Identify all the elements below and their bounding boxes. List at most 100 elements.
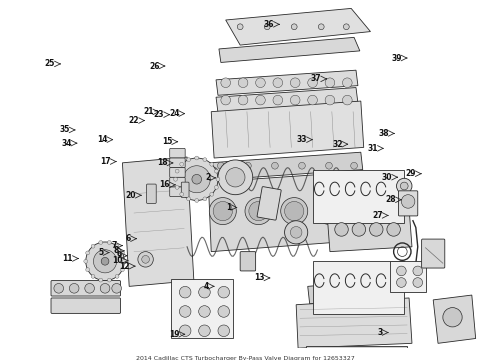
FancyBboxPatch shape	[240, 252, 256, 271]
Circle shape	[343, 78, 352, 87]
Circle shape	[54, 283, 64, 293]
Circle shape	[138, 252, 153, 267]
Text: 19: 19	[169, 330, 179, 339]
Text: 21: 21	[143, 107, 153, 116]
Text: 34: 34	[61, 139, 72, 148]
Circle shape	[396, 178, 412, 194]
Text: 23: 23	[154, 110, 164, 119]
Text: 37: 37	[311, 75, 321, 84]
Circle shape	[285, 221, 308, 244]
Text: 35: 35	[59, 125, 70, 134]
Circle shape	[216, 177, 220, 181]
Text: 2014 Cadillac CTS Turbocharger By-Pass Valve Diagram for 12653327: 2014 Cadillac CTS Turbocharger By-Pass V…	[136, 356, 354, 360]
Circle shape	[281, 198, 308, 225]
Circle shape	[245, 198, 272, 225]
Circle shape	[221, 78, 230, 87]
Circle shape	[100, 283, 110, 293]
Circle shape	[91, 244, 95, 248]
Circle shape	[210, 162, 214, 166]
Circle shape	[238, 95, 248, 105]
Text: 16: 16	[160, 180, 170, 189]
Circle shape	[213, 202, 232, 221]
Circle shape	[179, 306, 191, 317]
Circle shape	[320, 202, 340, 221]
Circle shape	[86, 251, 90, 255]
Circle shape	[210, 192, 214, 196]
Text: 27: 27	[372, 211, 383, 220]
FancyBboxPatch shape	[398, 191, 418, 216]
Text: 20: 20	[125, 191, 136, 200]
Circle shape	[121, 251, 124, 255]
Bar	[313, 170, 404, 223]
Circle shape	[203, 197, 207, 201]
Circle shape	[122, 259, 126, 263]
Circle shape	[396, 266, 406, 276]
Circle shape	[343, 95, 352, 105]
Circle shape	[396, 278, 406, 287]
Circle shape	[387, 223, 400, 236]
Circle shape	[369, 223, 383, 236]
Circle shape	[107, 278, 111, 282]
Circle shape	[218, 306, 229, 317]
Circle shape	[401, 195, 415, 208]
Circle shape	[198, 286, 210, 298]
Circle shape	[317, 198, 343, 225]
Circle shape	[291, 78, 300, 87]
Text: 38: 38	[378, 129, 389, 138]
Circle shape	[273, 78, 283, 87]
Circle shape	[291, 226, 302, 238]
Circle shape	[215, 185, 218, 189]
Circle shape	[179, 325, 191, 337]
Bar	[313, 261, 404, 314]
Polygon shape	[327, 208, 412, 252]
Circle shape	[175, 185, 179, 189]
FancyBboxPatch shape	[51, 280, 121, 296]
Circle shape	[101, 257, 109, 265]
Circle shape	[273, 95, 283, 105]
Text: 25: 25	[45, 59, 55, 68]
Circle shape	[86, 268, 90, 271]
Circle shape	[285, 202, 304, 221]
Circle shape	[86, 242, 124, 280]
Bar	[390, 261, 426, 292]
FancyBboxPatch shape	[170, 187, 185, 197]
Circle shape	[115, 274, 119, 278]
Circle shape	[180, 192, 184, 196]
Circle shape	[245, 162, 251, 169]
Circle shape	[198, 306, 210, 317]
Text: 13: 13	[254, 274, 265, 283]
FancyBboxPatch shape	[170, 177, 185, 187]
Polygon shape	[208, 171, 366, 252]
Circle shape	[271, 162, 278, 169]
Circle shape	[264, 24, 270, 30]
FancyBboxPatch shape	[170, 148, 185, 158]
Polygon shape	[433, 295, 476, 343]
Circle shape	[256, 78, 265, 87]
Circle shape	[318, 24, 324, 30]
Polygon shape	[226, 8, 370, 45]
Circle shape	[249, 202, 268, 221]
Circle shape	[343, 24, 349, 30]
Text: 6: 6	[126, 234, 131, 243]
Circle shape	[218, 162, 224, 169]
Circle shape	[298, 162, 305, 169]
Text: 33: 33	[296, 135, 307, 144]
Circle shape	[325, 78, 335, 87]
Circle shape	[351, 162, 357, 169]
Circle shape	[308, 95, 318, 105]
Text: 2: 2	[205, 174, 210, 183]
Text: 39: 39	[391, 54, 402, 63]
Circle shape	[107, 240, 111, 244]
Polygon shape	[211, 101, 364, 158]
Circle shape	[173, 177, 177, 181]
Circle shape	[400, 182, 408, 190]
Circle shape	[221, 95, 230, 105]
Circle shape	[218, 160, 253, 195]
Text: 15: 15	[162, 137, 172, 146]
Circle shape	[91, 274, 95, 278]
Text: 32: 32	[332, 140, 343, 149]
Text: 11: 11	[63, 254, 73, 263]
Circle shape	[187, 158, 191, 162]
Circle shape	[121, 268, 124, 271]
FancyBboxPatch shape	[181, 182, 189, 198]
